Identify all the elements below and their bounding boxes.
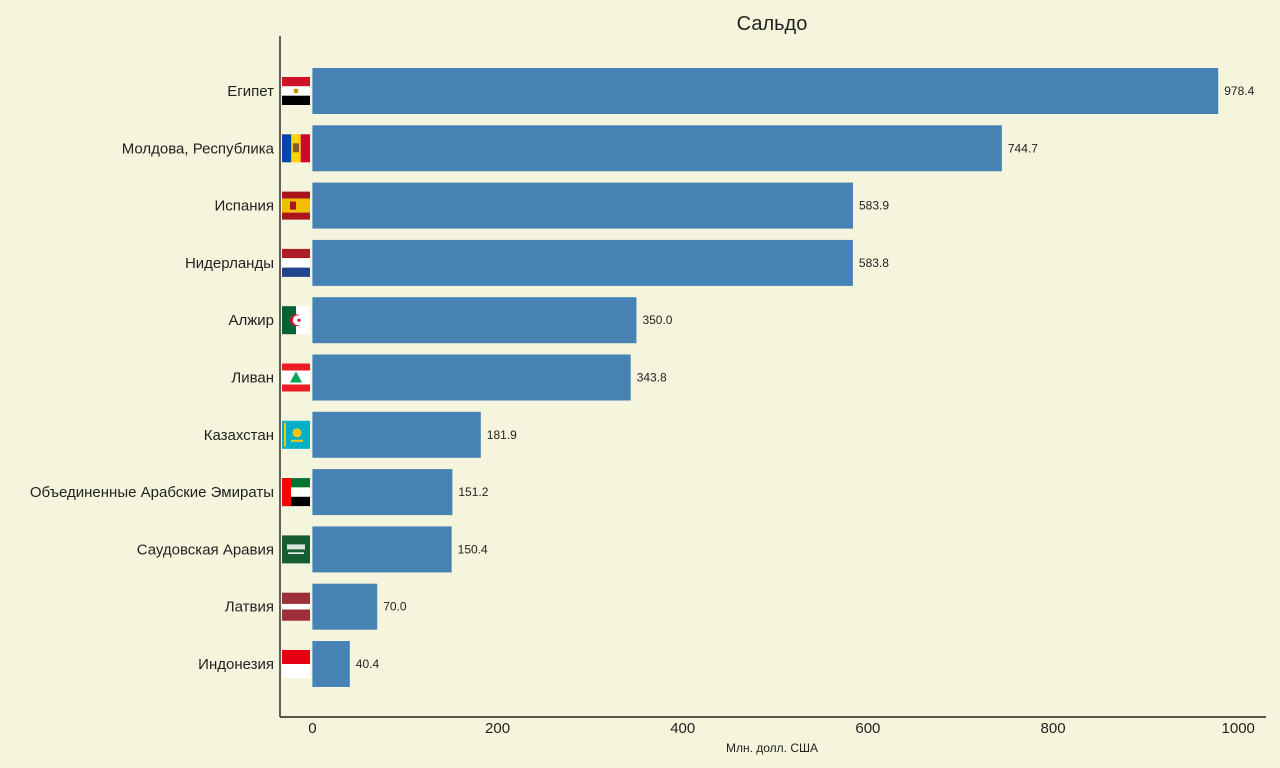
bar <box>312 411 481 458</box>
flags-group <box>282 77 310 678</box>
value-label: 343.8 <box>637 371 667 385</box>
kazakhstan-flag-icon <box>282 420 310 449</box>
value-label: 583.8 <box>859 256 889 270</box>
value-label: 978.4 <box>1224 84 1254 98</box>
saudi-arabia-flag-icon <box>282 535 310 564</box>
bar <box>312 469 453 516</box>
spain-flag-icon <box>282 191 310 220</box>
value-label: 181.9 <box>487 428 517 442</box>
x-axis-label: Млн. долл. США <box>726 741 818 755</box>
category-label: Молдова, Республика <box>122 140 275 157</box>
latvia-flag-icon <box>282 592 310 621</box>
category-label: Египет <box>227 83 274 100</box>
category-label: Нидерланды <box>185 255 274 272</box>
bar <box>312 583 378 630</box>
value-label: 151.2 <box>458 485 488 499</box>
x-tick-label: 400 <box>670 720 695 737</box>
uae-flag-icon <box>282 478 310 507</box>
bar <box>312 125 1002 172</box>
bar <box>312 297 637 344</box>
category-label: Саудовская Аравия <box>137 541 274 558</box>
bar <box>312 68 1219 114</box>
x-tick-label: 200 <box>485 720 510 737</box>
indonesia-flag-icon <box>282 650 310 678</box>
value-labels: 978.4 744.7 583.9 583.8 350.0 343.8 181.9 151.2… <box>356 84 1255 671</box>
algeria-flag-icon <box>282 306 310 335</box>
value-label: 150.4 <box>458 542 488 556</box>
netherlands-flag-icon <box>282 248 310 277</box>
value-label: 40.4 <box>356 657 380 671</box>
x-tick-label: 0 <box>308 720 316 737</box>
axes <box>279 36 1266 718</box>
category-label: Алжир <box>228 312 274 329</box>
category-label: Латвия <box>225 599 274 616</box>
value-label: 744.7 <box>1008 141 1038 155</box>
bar <box>312 354 631 401</box>
category-label: Объединенные Арабские Эмираты <box>30 484 274 501</box>
bar <box>312 526 452 573</box>
x-tick-label: 600 <box>855 720 880 737</box>
category-label: Казахстан <box>204 427 274 444</box>
value-label: 350.0 <box>642 313 672 327</box>
bar <box>312 641 350 687</box>
category-labels: Египет Молдова, Республика Испания Нидерлан… <box>30 83 275 673</box>
category-label: Индонезия <box>198 656 274 673</box>
lebanon-flag-icon <box>282 363 310 392</box>
x-tick-label: 800 <box>1041 720 1066 737</box>
chart-title: Сальдо <box>737 13 808 35</box>
value-label: 70.0 <box>383 600 407 614</box>
bars-group <box>312 68 1219 687</box>
moldova-flag-icon <box>282 134 310 163</box>
category-label: Ливан <box>231 370 274 387</box>
value-label: 583.9 <box>859 199 889 213</box>
x-tick-labels: 0 200 400 600 800 1000 <box>308 720 1255 737</box>
egypt-flag-icon <box>282 77 310 105</box>
category-label: Испания <box>214 198 274 215</box>
bar <box>312 182 853 229</box>
x-tick-label: 1000 <box>1222 720 1255 737</box>
bar <box>312 239 853 286</box>
